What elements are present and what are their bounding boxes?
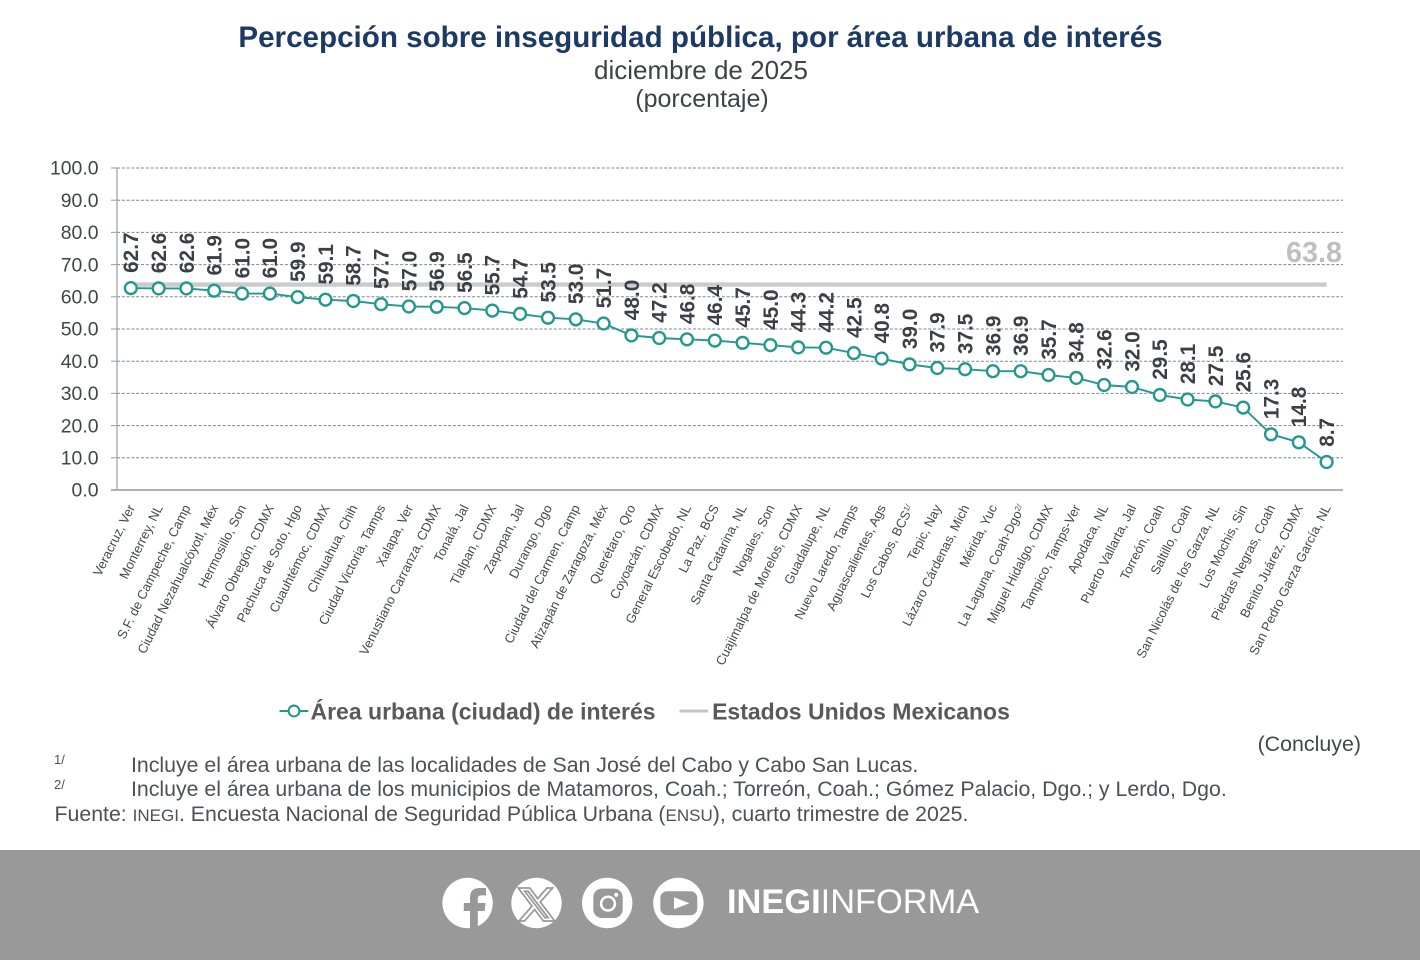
svg-text:48.0: 48.0	[621, 280, 644, 320]
svg-text:51.7: 51.7	[593, 268, 616, 308]
svg-text:20.0: 20.0	[61, 415, 99, 437]
svg-text:62.6: 62.6	[176, 233, 199, 273]
svg-text:56.5: 56.5	[454, 252, 477, 292]
svg-text:57.7: 57.7	[371, 249, 394, 289]
svg-text:40.8: 40.8	[871, 303, 894, 343]
svg-text:36.9: 36.9	[1010, 316, 1033, 356]
svg-text:46.8: 46.8	[676, 284, 699, 324]
svg-text:46.4: 46.4	[704, 284, 727, 325]
svg-text:17.3: 17.3	[1260, 379, 1283, 419]
svg-text:45.7: 45.7	[732, 287, 755, 327]
svg-text:8.7: 8.7	[1316, 418, 1339, 447]
svg-text:80.0: 80.0	[61, 222, 99, 244]
svg-text:27.5: 27.5	[1205, 346, 1228, 386]
svg-text:42.5: 42.5	[843, 297, 866, 337]
svg-text:61.0: 61.0	[259, 238, 282, 278]
svg-text:36.9: 36.9	[982, 316, 1005, 356]
svg-text:32.0: 32.0	[1121, 331, 1144, 371]
svg-text:39.0: 39.0	[899, 309, 922, 349]
svg-text:57.0: 57.0	[398, 251, 421, 291]
svg-text:44.2: 44.2	[815, 292, 838, 332]
svg-text:25.6: 25.6	[1233, 352, 1256, 392]
svg-text:58.7: 58.7	[343, 245, 366, 285]
svg-text:32.6: 32.6	[1094, 329, 1117, 369]
svg-text:10.0: 10.0	[61, 448, 99, 470]
svg-text:90.0: 90.0	[61, 190, 99, 212]
svg-text:61.0: 61.0	[231, 238, 254, 278]
svg-text:45.0: 45.0	[760, 289, 783, 329]
svg-text:63.8: 63.8	[1286, 237, 1342, 269]
svg-text:54.7: 54.7	[510, 258, 533, 298]
svg-text:Estados Unidos Mexicanos: Estados Unidos Mexicanos	[712, 698, 1010, 724]
svg-text:53.5: 53.5	[537, 262, 560, 302]
svg-text:50.0: 50.0	[61, 319, 99, 341]
svg-text:34.8: 34.8	[1066, 322, 1089, 362]
svg-text:60.0: 60.0	[61, 287, 99, 309]
svg-text:37.9: 37.9	[927, 312, 950, 352]
svg-text:40.0: 40.0	[61, 351, 99, 373]
svg-text:100.0: 100.0	[50, 158, 99, 180]
svg-text:59.9: 59.9	[287, 241, 310, 281]
svg-text:70.0: 70.0	[61, 254, 99, 276]
svg-text:INEGIINFORMA: INEGIINFORMA	[727, 883, 979, 921]
svg-text:53.0: 53.0	[565, 264, 588, 304]
svg-text:Área urbana (ciudad) de interé: Área urbana (ciudad) de interés	[311, 697, 656, 724]
svg-text:37.5: 37.5	[955, 314, 978, 354]
svg-text:62.6: 62.6	[148, 233, 171, 273]
svg-text:47.2: 47.2	[649, 282, 672, 322]
svg-text:59.1: 59.1	[315, 244, 338, 284]
svg-text:14.8: 14.8	[1288, 387, 1311, 427]
svg-text:35.7: 35.7	[1038, 319, 1061, 359]
svg-text:55.7: 55.7	[482, 255, 505, 295]
svg-text:28.1: 28.1	[1177, 344, 1200, 384]
svg-text:61.9: 61.9	[204, 235, 227, 275]
svg-text:30.0: 30.0	[61, 383, 99, 405]
svg-text:62.7: 62.7	[120, 232, 143, 272]
svg-text:44.3: 44.3	[788, 292, 811, 332]
svg-text:29.5: 29.5	[1149, 339, 1172, 379]
svg-text:0.0: 0.0	[72, 480, 99, 502]
svg-text:56.9: 56.9	[426, 251, 449, 291]
